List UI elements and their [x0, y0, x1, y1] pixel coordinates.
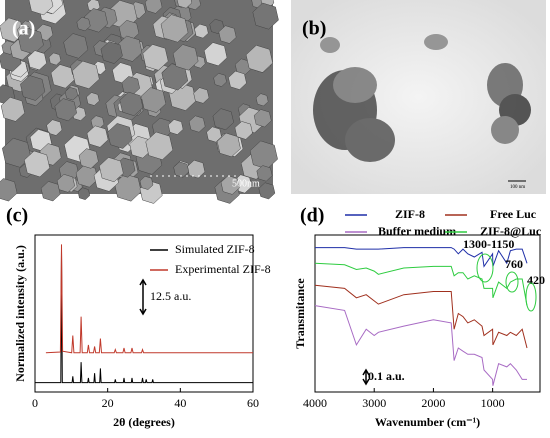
legend-label: ZIF-8@Luc	[480, 224, 542, 238]
sem-particle	[160, 14, 189, 43]
annotation: 12.5 a.u.	[150, 289, 191, 303]
scale-text: 100 nm	[510, 185, 525, 190]
sem-particle	[0, 17, 24, 43]
sem-particle	[77, 187, 91, 200]
legend-label: Experimental ZIF-8	[175, 262, 271, 276]
sem-particle	[194, 23, 209, 39]
plot-frame	[34, 234, 254, 393]
annotation: 420	[527, 273, 545, 287]
sem-particle	[86, 92, 100, 106]
y-axis-label: Normalized intensity (a.u.)	[13, 245, 27, 382]
sem-particle	[234, 121, 253, 140]
sem-particle	[140, 87, 167, 113]
series-line	[314, 262, 528, 306]
x-tick-label: 1000	[481, 396, 505, 410]
sem-particle	[228, 70, 247, 90]
sem-particle	[0, 97, 25, 122]
x-tick-label: 60	[247, 396, 259, 410]
sem-particle	[56, 174, 75, 193]
sem-particle	[27, 50, 47, 71]
x-tick-label: 4000	[303, 396, 327, 410]
annotation: 0.1 a.u.	[368, 369, 405, 383]
sem-particle	[20, 75, 46, 101]
highlight-ring	[476, 253, 494, 283]
series-line	[35, 250, 253, 384]
sem-particle	[139, 176, 154, 190]
sem-particle	[245, 45, 273, 73]
series-line	[45, 244, 253, 354]
sem-particle	[253, 109, 272, 128]
panel-label: (c)	[6, 205, 28, 227]
x-tick-label: 40	[174, 396, 186, 410]
sem-particle	[72, 60, 100, 89]
sem-particle	[203, 42, 228, 67]
sem-particle	[76, 16, 91, 32]
sem-particle	[78, 148, 99, 169]
legend-label: ZIF-8	[395, 207, 425, 221]
sem-particle	[212, 108, 234, 131]
series-line	[314, 305, 527, 386]
sem-particle	[0, 178, 18, 202]
sem-particle	[145, 131, 174, 160]
sem-particle	[64, 87, 79, 101]
sem-particle	[100, 41, 123, 64]
sem-particle	[75, 164, 98, 188]
sem-particle	[24, 150, 50, 178]
sem-particle	[176, 0, 193, 9]
highlight-ring	[525, 282, 537, 312]
arrow-head	[362, 368, 370, 386]
sem-particle	[48, 52, 62, 66]
series-line	[314, 284, 528, 349]
legend-label: Buffer medium	[378, 224, 456, 238]
sem-particle	[107, 123, 133, 149]
highlight-ring	[505, 271, 519, 293]
sem-particle	[63, 33, 89, 59]
sem-particle	[213, 73, 227, 87]
sem-particle	[188, 115, 206, 133]
sem-particle	[142, 44, 169, 71]
sem-particle	[216, 132, 241, 158]
sem-texture	[0, 0, 279, 204]
x-tick-label: 20	[102, 396, 114, 410]
sem-particle	[86, 125, 109, 148]
sem-particle	[54, 98, 77, 122]
sem-particle	[258, 182, 276, 200]
sem-particle	[256, 165, 273, 182]
sem-particle	[119, 91, 144, 116]
sem-particle	[193, 87, 210, 104]
panel-label: (a)	[12, 18, 35, 40]
annotation: 1300-1150	[463, 237, 514, 251]
tem-particles	[313, 34, 531, 162]
y-axis-label: Transmitance	[293, 278, 307, 349]
sem-particle	[2, 137, 32, 168]
sem-particle	[252, 2, 279, 30]
sem-particle	[168, 119, 184, 135]
x-axis-label: Wavenumber (cm⁻¹)	[375, 415, 480, 429]
sem-particle	[28, 0, 54, 16]
x-axis-label: 2θ (degrees)	[113, 415, 175, 429]
annotation: 760	[505, 257, 523, 271]
x-tick-label: 2000	[421, 396, 445, 410]
x-tick-label: 0	[32, 396, 38, 410]
sem-particle	[220, 175, 240, 195]
series-line	[315, 247, 528, 268]
x-tick-label: 3000	[362, 396, 386, 410]
sem-particle	[218, 25, 237, 44]
scale-text: 500nm	[232, 178, 260, 189]
panel-label: (b)	[302, 18, 326, 40]
sem-particle	[144, 0, 163, 14]
sem-particle	[99, 157, 124, 183]
sem-particle	[173, 161, 190, 178]
sem-particle	[206, 126, 222, 143]
sem-particle	[255, 93, 269, 107]
arrow-head	[139, 278, 147, 316]
sem-particle	[172, 44, 199, 71]
plot-frame	[314, 234, 541, 393]
legend-label: Free Luc	[490, 207, 537, 221]
panel-label: (d)	[300, 205, 324, 227]
legend-label: Simulated ZIF-8	[175, 242, 255, 256]
sem-particle	[46, 119, 63, 136]
